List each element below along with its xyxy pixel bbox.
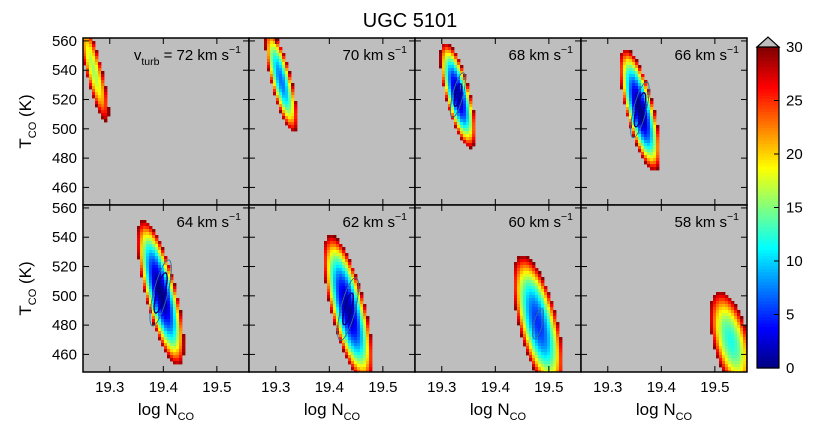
x-axis-label: log NCO — [138, 400, 195, 423]
y-tick-label: 480 — [52, 150, 77, 167]
panel-4: 66 km s−1 — [580, 37, 748, 206]
panel-label: 66 km s−1 — [675, 44, 740, 64]
y-tick-label: 500 — [52, 121, 77, 138]
y-tick-label: 540 — [52, 62, 77, 79]
colorbar-tick-label: 25 — [786, 93, 803, 110]
chi2-map — [83, 38, 111, 123]
x-tick-label: 19.5 — [700, 379, 729, 396]
tick-marks — [249, 38, 415, 205]
panel-label: 58 km s−1 — [675, 211, 740, 231]
panel-label: vturb = 72 km s−1 — [134, 44, 241, 68]
chi2-map — [514, 256, 563, 372]
tick-marks — [581, 38, 747, 205]
panel-label: 64 km s−1 — [177, 211, 242, 231]
contour-line — [453, 83, 463, 107]
colorbar-tick-label: 5 — [786, 307, 794, 324]
colorbar-gradient — [757, 47, 779, 369]
y-tick-label: 520 — [52, 92, 77, 109]
panel-7: 60 km s−1 19.3 19.4 19.5 log NCO — [414, 204, 582, 423]
y-tick-label: 560 — [52, 33, 77, 50]
colorbar-tick-label: 10 — [786, 253, 803, 270]
contour-line — [449, 72, 466, 118]
panel-label: 62 km s−1 — [343, 211, 408, 231]
x-tick-label: 19.4 — [481, 379, 510, 396]
x-tick-label: 19.5 — [202, 379, 231, 396]
tick-marks — [415, 38, 581, 205]
panel-label: 70 km s−1 — [343, 44, 408, 64]
chi2-map — [264, 38, 298, 132]
panel-2: 70 km s−1 — [248, 37, 416, 206]
tick-marks — [415, 205, 581, 372]
x-tick-label: 19.3 — [427, 379, 456, 396]
contour-line — [153, 272, 168, 314]
panel-1: vturb = 72 km s−1 460 480 500 520 540 560 TCO (… — [16, 33, 250, 206]
contour-line — [337, 277, 360, 341]
x-axis-label: log NCO — [470, 400, 527, 423]
y-tick-label: 560 — [52, 200, 77, 217]
contour-line — [149, 259, 172, 327]
panel-frame — [580, 204, 748, 373]
colorbar: 0 5 10 15 20 25 30 — [755, 36, 803, 377]
x-tick-label: 19.3 — [95, 379, 124, 396]
panel-grid: vturb = 72 km s−1 460 480 500 520 540 560 TCO (… — [16, 33, 748, 423]
y-axis-label: TCO (K) — [16, 94, 39, 148]
x-tick-label: 19.3 — [593, 379, 622, 396]
y-tick-label: 540 — [52, 229, 77, 246]
x-axis-label: log NCO — [636, 400, 693, 423]
y-tick-label: 520 — [52, 259, 77, 276]
y-axis-label: TCO (K) — [16, 261, 39, 315]
colorbar-tick-label: 20 — [786, 146, 803, 163]
colorbar-overflow-triangle — [755, 36, 781, 48]
tick-marks — [83, 205, 249, 372]
colorbar-tick-label: 0 — [786, 360, 794, 377]
x-tick-label: 19.4 — [647, 379, 676, 396]
chart-title: UGC 5101 — [363, 10, 458, 32]
chi2-map — [710, 292, 747, 372]
panel-8: 58 km s−1 19.3 19.4 19.5 log NCO — [580, 204, 748, 423]
colorbar-tick-label: 15 — [786, 200, 803, 217]
contour-line — [342, 292, 355, 326]
x-axis-label: log NCO — [304, 400, 361, 423]
x-tick-label: 19.5 — [368, 379, 397, 396]
x-tick-label: 19.4 — [315, 379, 344, 396]
x-tick-label: 19.3 — [261, 379, 290, 396]
contour-line — [532, 308, 545, 340]
panel-background — [581, 38, 747, 205]
panel-label: 60 km s−1 — [509, 211, 574, 231]
x-tick-label: 19.5 — [534, 379, 563, 396]
colorbar-tick-label: 30 — [786, 39, 803, 56]
contour-line — [630, 81, 650, 139]
tick-marks — [581, 205, 747, 372]
chi2-map — [137, 220, 186, 365]
y-tick-label: 500 — [52, 288, 77, 305]
x-tick-label: 19.4 — [149, 379, 178, 396]
chi2-map — [324, 235, 373, 372]
chi2-map — [439, 44, 476, 150]
panel-label: 68 km s−1 — [509, 44, 574, 64]
panel-5: 64 km s−1 460 480 500 520 540 560 TCO (K) 19.3 19… — [16, 200, 250, 423]
panel-3: 68 km s−1 — [414, 37, 582, 206]
tick-marks — [249, 205, 415, 372]
tick-marks — [83, 38, 249, 205]
panel-background — [83, 38, 249, 205]
y-tick-label: 480 — [52, 317, 77, 334]
panel-6: 62 km s−1 19.3 19.4 19.5 log NCO — [248, 204, 416, 423]
y-tick-label: 460 — [52, 346, 77, 363]
contour-line — [633, 92, 647, 128]
y-tick-label: 460 — [52, 179, 77, 196]
